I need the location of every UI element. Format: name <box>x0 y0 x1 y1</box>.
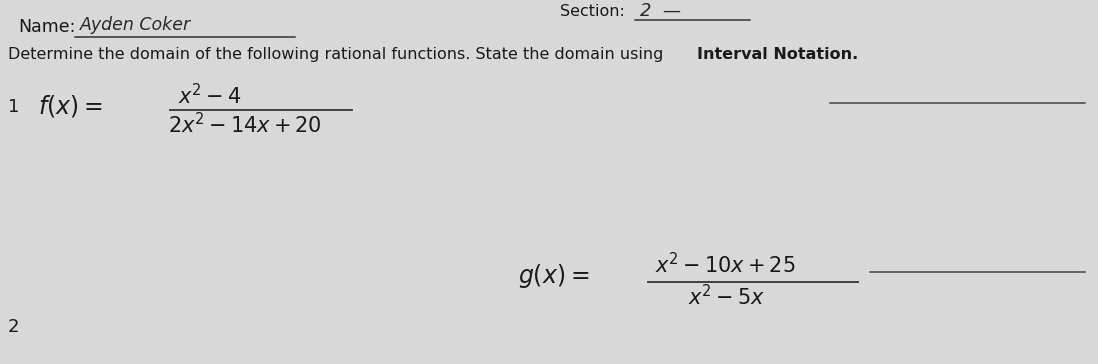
Text: Determine the domain of the following rational functions. State the domain using: Determine the domain of the following ra… <box>8 47 669 62</box>
Text: 2  —: 2 — <box>640 2 681 20</box>
Text: $x^2-4$: $x^2-4$ <box>178 83 242 108</box>
Text: Ayden Coker: Ayden Coker <box>80 16 191 34</box>
Text: Interval Notation.: Interval Notation. <box>697 47 859 62</box>
Text: 2: 2 <box>8 318 20 336</box>
Text: 1: 1 <box>8 98 20 116</box>
Text: $\mathit{g}\left(\mathit{x}\right)=$: $\mathit{g}\left(\mathit{x}\right)=$ <box>518 262 590 290</box>
Text: Section:: Section: <box>560 4 625 19</box>
Text: $x^2-5x$: $x^2-5x$ <box>688 284 765 309</box>
Text: $\mathit{f}\left(\mathit{x}\right)=$: $\mathit{f}\left(\mathit{x}\right)=$ <box>38 93 102 119</box>
Text: $2x^2-14x+20$: $2x^2-14x+20$ <box>168 112 322 137</box>
Text: Name:: Name: <box>18 18 76 36</box>
Text: $x^2-10x+25$: $x^2-10x+25$ <box>656 252 796 277</box>
